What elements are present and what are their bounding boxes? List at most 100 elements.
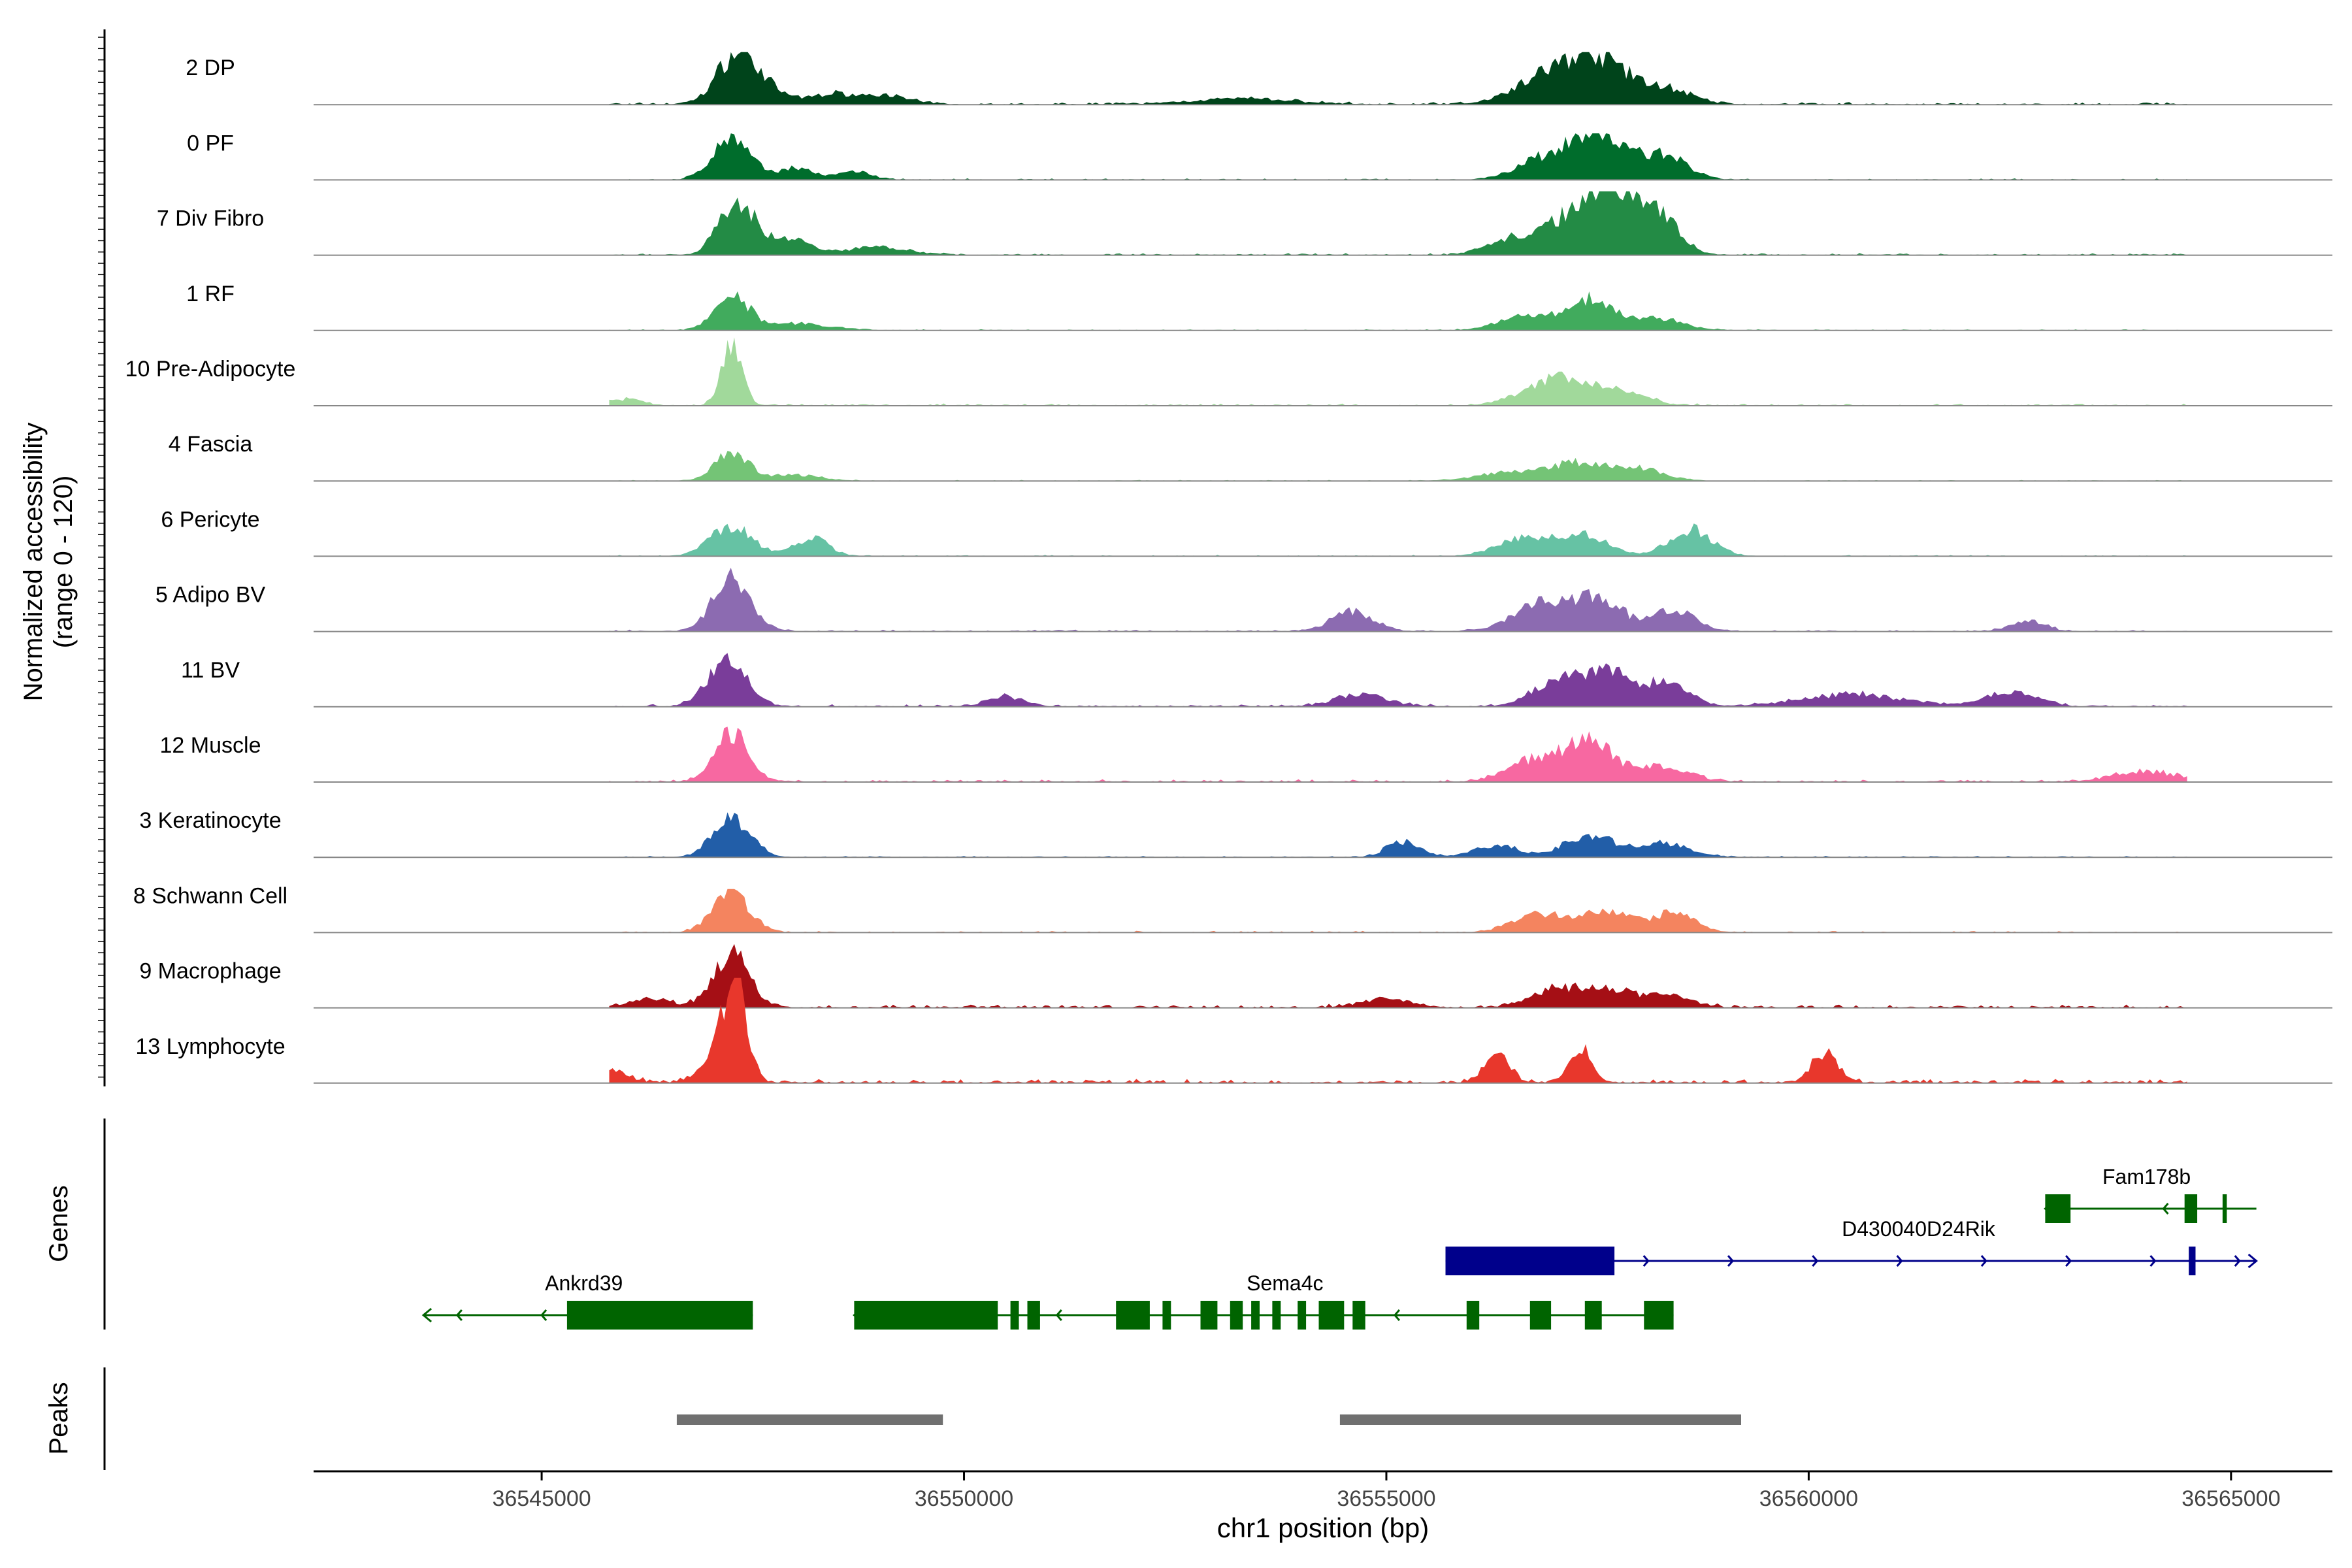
gene-label: D430040D24Rik <box>1842 1217 1996 1241</box>
strand-arrow <box>1727 1255 1735 1267</box>
coverage-area <box>609 653 2187 707</box>
track-label: 10 Pre-Adipocyte <box>125 357 296 382</box>
coverage-area <box>609 523 2187 557</box>
track-12: 8 Schwann Cell <box>133 883 2332 934</box>
gene-Fam178b: Fam178b <box>2044 1165 2257 1223</box>
track-label: 0 PF <box>187 131 234 155</box>
gene-label: Fam178b <box>2102 1165 2191 1188</box>
strand-arrow <box>455 1309 463 1321</box>
gene-exon <box>1584 1301 1602 1330</box>
track-label: 4 Fascia <box>169 432 253 457</box>
track-label: 5 Adipo BV <box>155 583 266 608</box>
gene-models: Ankrd39 Sema4c D430040D24Rik Fam178b <box>421 1165 2258 1330</box>
y-axis-title-line1: Normalized accessibility <box>19 423 48 702</box>
gene-exon <box>1230 1301 1243 1330</box>
gene-exon <box>1529 1301 1552 1330</box>
track-label: 6 Pericyte <box>161 507 259 532</box>
track-10: 12 Muscle <box>160 727 2332 783</box>
peak-regions <box>676 1414 1741 1425</box>
track-8: 5 Adipo BV <box>155 567 2332 632</box>
gene-exon <box>2184 1194 2198 1223</box>
coverage-area <box>609 812 2187 858</box>
gene-exon <box>1466 1301 1480 1330</box>
track-label: 2 DP <box>186 56 235 80</box>
track-6: 4 Fascia <box>169 432 2332 482</box>
peak-bar <box>676 1414 943 1425</box>
y-axis-title-line2: (range 0 - 120) <box>49 476 78 649</box>
strand-arrow <box>1812 1255 1819 1267</box>
track-label: 9 Macrophage <box>139 959 281 984</box>
coverage-area <box>609 451 2187 482</box>
gene-exon <box>1298 1301 1307 1330</box>
strand-arrow <box>1642 1255 1650 1267</box>
coverage-area <box>609 191 2187 255</box>
track-11: 3 Keratinocyte <box>139 808 2332 858</box>
x-tick-label: 36560000 <box>1759 1486 1858 1511</box>
track-label: 12 Muscle <box>160 733 261 758</box>
coverage-area <box>609 727 2187 782</box>
gene-label: Ankrd39 <box>545 1271 623 1295</box>
track-5: 10 Pre-Adipocyte <box>125 337 2332 406</box>
track-3: 7 Div Fibro <box>157 191 2332 256</box>
track-9: 11 BV <box>181 653 2332 708</box>
gene-exon <box>1200 1301 1218 1330</box>
x-tick-label: 36545000 <box>492 1486 591 1511</box>
track-label: 13 Lymphocyte <box>135 1034 285 1059</box>
coverage-area <box>609 337 2187 406</box>
gene-label: Sema4c <box>1247 1271 1323 1295</box>
genes-panel-label: Genes <box>44 1185 73 1262</box>
track-1: 2 DP <box>186 52 2332 106</box>
gene-Sema4c: Sema4c <box>853 1271 1674 1330</box>
coverage-area <box>609 977 2187 1083</box>
gene-exon <box>1644 1301 1674 1330</box>
gene-exon <box>854 1301 998 1330</box>
gene-exon <box>1116 1301 1150 1330</box>
coverage-area <box>609 291 2187 331</box>
track-4: 1 RF <box>186 282 2332 331</box>
gene-exon <box>2045 1194 2071 1223</box>
strand-arrow <box>2149 1255 2157 1267</box>
gene-exon <box>1272 1301 1281 1330</box>
track-14: 13 Lymphocyte <box>135 977 2332 1084</box>
track-13: 9 Macrophage <box>139 943 2332 1009</box>
strand-arrow <box>1980 1255 1987 1267</box>
track-7: 6 Pericyte <box>161 507 2332 557</box>
x-tick-label: 36555000 <box>1337 1486 1435 1511</box>
coverage-area <box>609 52 2187 105</box>
track-2: 0 PF <box>187 131 2332 181</box>
coverage-area <box>609 133 2187 180</box>
gene-exon <box>1162 1301 1171 1330</box>
peak-bar <box>1339 1414 1741 1425</box>
coverage-area <box>609 567 2187 632</box>
gene-exon <box>1352 1301 1365 1330</box>
gene-exon <box>1010 1301 1019 1330</box>
x-axis-ticks: 36545000 36550000 36555000 36560000 36565000 <box>492 1471 2280 1511</box>
track-label: 7 Div Fibro <box>157 206 264 231</box>
x-axis-title: chr1 position (bp) <box>1217 1512 1429 1543</box>
strand-arrow <box>1896 1255 1903 1267</box>
strand-end-arrow <box>2247 1253 2258 1269</box>
gene-exon <box>2189 1247 2196 1275</box>
accessibility-axis <box>98 29 106 1086</box>
coverage-area <box>609 943 2187 1008</box>
coverage-tracks: 2 DP 0 PF 7 Div Fibro 1 RF 10 Pre-Adipocyte 4… <box>125 52 2332 1084</box>
strand-arrow <box>2065 1255 2072 1267</box>
gene-D430040D24Rik: D430040D24Rik <box>1445 1217 2258 1275</box>
gene-exon <box>1251 1301 1260 1330</box>
strand-arrow <box>2234 1255 2241 1267</box>
gene-exon <box>566 1301 753 1330</box>
strand-end-arrow <box>421 1307 433 1323</box>
strand-arrow <box>1393 1309 1401 1321</box>
gene-exon <box>2222 1194 2227 1223</box>
gene-Ankrd39: Ankrd39 <box>421 1271 753 1330</box>
peaks-panel-label: Peaks <box>44 1382 73 1454</box>
gene-exon <box>1318 1301 1345 1330</box>
track-label: 1 RF <box>186 282 235 306</box>
strand-arrow <box>2162 1203 2169 1215</box>
track-label: 3 Keratinocyte <box>139 808 281 833</box>
gene-exon <box>1027 1301 1040 1330</box>
x-tick-label: 36565000 <box>2181 1486 2280 1511</box>
strand-arrow <box>540 1309 547 1321</box>
track-label: 11 BV <box>181 658 240 683</box>
